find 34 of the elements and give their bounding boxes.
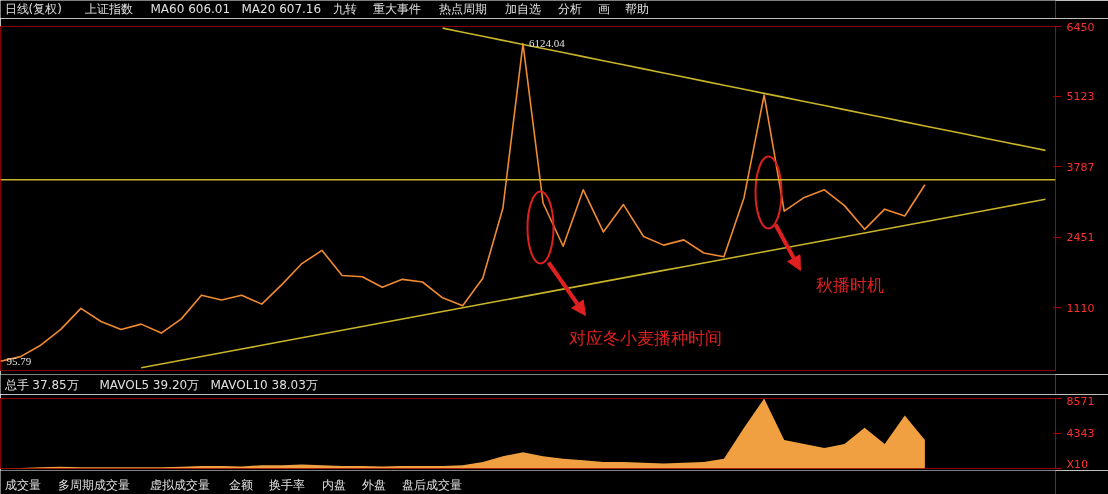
text: 热点周期: [438, 1, 487, 16]
y-tick-label: X10: [1066, 457, 1089, 471]
text: 加自选: [504, 1, 541, 16]
text: 换手率: [268, 477, 305, 492]
text: 多周期成交量: [57, 477, 130, 492]
text: MA60 606.01: [150, 1, 231, 16]
text: 九转: [332, 1, 357, 16]
text: MA20 607.16: [241, 1, 322, 16]
text: 上证指数: [84, 1, 133, 16]
text: 成交量: [4, 477, 41, 492]
annotation: 对应冬小麦播种时间: [568, 329, 722, 348]
y-tick-label: 6450: [1066, 20, 1095, 34]
text: 画: [597, 1, 610, 16]
text: 分析: [557, 1, 582, 16]
annotation: 6124.04: [528, 37, 566, 50]
text: MAVOL10 38.03万: [210, 377, 318, 392]
text: 外盘: [361, 477, 386, 492]
y-tick-label: 2451: [1066, 231, 1095, 245]
text: 金额: [228, 477, 253, 492]
y-tick-label: 3787: [1066, 160, 1095, 174]
text: 虚拟成交量: [149, 477, 210, 492]
text: 内盘: [321, 477, 346, 492]
annotation: 秋播时机: [815, 276, 884, 295]
y-tick-label: 1110: [1066, 301, 1095, 315]
annotation: 95.79: [6, 354, 32, 367]
text: 重大事件: [372, 1, 421, 16]
y-tick-label: 5123: [1066, 90, 1095, 104]
text: 盘后成交量: [401, 477, 462, 492]
y-tick-label: 8571: [1066, 394, 1095, 408]
text: 总手 37.85万: [3, 377, 79, 392]
y-tick-label: 4343: [1066, 426, 1095, 440]
text: MAVOL5 39.20万: [99, 377, 200, 392]
text: 日线(复权): [4, 1, 62, 16]
text: 帮助: [624, 1, 649, 16]
